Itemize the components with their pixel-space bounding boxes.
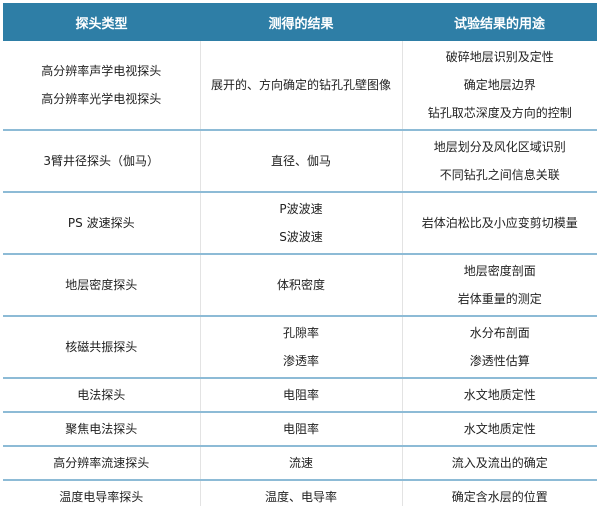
cell-probe: 电法探头 bbox=[3, 378, 200, 413]
cell-probe: PS 波速探头 bbox=[3, 192, 200, 255]
cell-use: 破碎地层识别及定性 确定地层边界钻孔取芯深度及方向的控制 bbox=[401, 41, 597, 131]
cell-probe: 地层密度探头 bbox=[3, 254, 200, 317]
cell-result: P波波速 S波波速 bbox=[199, 192, 402, 255]
cell-text: 渗透性估算 bbox=[469, 354, 530, 368]
cell-use: 确定含水层的位置 bbox=[401, 480, 597, 506]
cell-text: P波波速 bbox=[279, 202, 323, 216]
cell-text: 岩体泊松比及小应变剪切模量 bbox=[421, 216, 578, 230]
cell-text: 体积密度 bbox=[276, 278, 325, 292]
cell-text: 核磁共振探头 bbox=[65, 340, 138, 354]
cell-result: 温度、电导率 bbox=[199, 480, 402, 506]
table-row: 高分辨率流速探头 流速 流入及流出的确定 bbox=[3, 446, 597, 481]
cell-text: PS 波速探头 bbox=[67, 216, 135, 230]
cell-text: 确定含水层的位置 bbox=[451, 490, 548, 504]
cell-probe: 高分辨率声学电视探头 高分辨率光学电视探头 bbox=[3, 41, 200, 131]
header-probe-type: 探头类型 bbox=[3, 3, 200, 41]
cell-text: 地层划分及风化区域识别 bbox=[433, 140, 566, 154]
header-result: 测得的结果 bbox=[200, 3, 402, 41]
cell-result: 电阻率 bbox=[199, 412, 402, 447]
table-row: 3臂井径探头（伽马） 直径、伽马 地层划分及风化区域识别 不同钻孔之间信息关联 bbox=[3, 130, 597, 193]
cell-text: 水文地质定性 bbox=[463, 422, 536, 436]
cell-use: 水文地质定性 bbox=[401, 412, 597, 447]
cell-text: 水分布剖面 bbox=[469, 326, 530, 340]
cell-text: 3臂井径探头（伽马） bbox=[43, 154, 160, 168]
cell-text: 地层密度探头 bbox=[65, 278, 138, 292]
cell-text: 不同钻孔之间信息关联 bbox=[439, 168, 560, 182]
header-use: 试验结果的用途 bbox=[402, 3, 597, 41]
cell-probe: 核磁共振探头 bbox=[3, 316, 200, 379]
cell-use: 流入及流出的确定 bbox=[401, 446, 597, 481]
cell-result: 孔隙率 渗透率 bbox=[199, 316, 402, 379]
cell-use: 地层划分及风化区域识别 不同钻孔之间信息关联 bbox=[401, 130, 597, 193]
cell-text: 温度、电导率 bbox=[264, 490, 337, 504]
table-row: 温度电导率探头 温度、电导率 确定含水层的位置 bbox=[3, 480, 597, 506]
cell-use: 水分布剖面渗透性估算 bbox=[401, 316, 597, 379]
table-row: 电法探头 电阻率 水文地质定性 bbox=[3, 378, 597, 413]
cell-text: 水文地质定性 bbox=[463, 388, 536, 402]
cell-text: 钻孔取芯深度及方向的控制 bbox=[427, 106, 572, 120]
cell-result: 展开的、方向确定的钻孔孔壁图像 bbox=[199, 41, 402, 131]
table-row: 地层密度探头 体积密度 地层密度剖面 岩体重量的测定 bbox=[3, 254, 597, 317]
cell-probe: 聚焦电法探头 bbox=[3, 412, 200, 447]
cell-result: 直径、伽马 bbox=[199, 130, 402, 193]
table-header: 探头类型 测得的结果 试验结果的用途 bbox=[3, 3, 597, 41]
cell-text: 流入及流出的确定 bbox=[451, 456, 548, 470]
cell-result: 流速 bbox=[199, 446, 402, 481]
cell-text: 直径、伽马 bbox=[270, 154, 331, 168]
cell-result: 体积密度 bbox=[199, 254, 402, 317]
table-row: 核磁共振探头 孔隙率 渗透率 水分布剖面 渗透性估算 bbox=[3, 316, 597, 379]
cell-probe: 3臂井径探头（伽马） bbox=[3, 130, 200, 193]
cell-text: 聚焦电法探头 bbox=[65, 422, 138, 436]
cell-text: 确定地层边界 bbox=[463, 78, 536, 92]
cell-text: 孔隙率 bbox=[282, 326, 319, 340]
cell-use: 岩体泊松比及小应变剪切模量 bbox=[401, 192, 597, 255]
cell-text: S波波速 bbox=[279, 230, 323, 244]
cell-text: 地层密度剖面 bbox=[463, 264, 536, 278]
cell-text: 高分辨率光学电视探头 bbox=[41, 92, 162, 106]
cell-use: 水文地质定性 bbox=[401, 378, 597, 413]
cell-text: 电阻率 bbox=[282, 388, 319, 402]
table-row: 聚焦电法探头 电阻率 水文地质定性 bbox=[3, 412, 597, 447]
cell-text: 渗透率 bbox=[282, 354, 319, 368]
table-row: PS 波速探头 P波波速 S波波速 岩体泊松比及小应变剪切模量 bbox=[3, 192, 597, 255]
cell-text: 温度电导率探头 bbox=[59, 490, 144, 504]
cell-text: 流速 bbox=[288, 456, 313, 470]
cell-text: 破碎地层识别及定性 bbox=[445, 50, 554, 64]
cell-result: 电阻率 bbox=[199, 378, 402, 413]
cell-text: 展开的、方向确定的钻孔孔壁图像 bbox=[210, 78, 391, 92]
cell-text: 高分辨率流速探头 bbox=[53, 456, 150, 470]
cell-text: 岩体重量的测定 bbox=[457, 292, 542, 306]
probe-table: 探头类型 测得的结果 试验结果的用途 高分辨率声学电视探头 高分辨率光学电视探头展… bbox=[3, 3, 597, 506]
cell-probe: 温度电导率探头 bbox=[3, 480, 200, 506]
cell-text: 高分辨率声学电视探头 bbox=[41, 64, 162, 78]
table-row: 高分辨率声学电视探头 高分辨率光学电视探头 展开的、方向确定的钻孔孔壁图像 破碎地层识… bbox=[3, 41, 597, 131]
cell-probe: 高分辨率流速探头 bbox=[3, 446, 200, 481]
cell-text: 电法探头 bbox=[77, 388, 126, 402]
cell-text: 电阻率 bbox=[282, 422, 319, 436]
cell-use: 地层密度剖面 岩体重量的测定 bbox=[401, 254, 597, 317]
